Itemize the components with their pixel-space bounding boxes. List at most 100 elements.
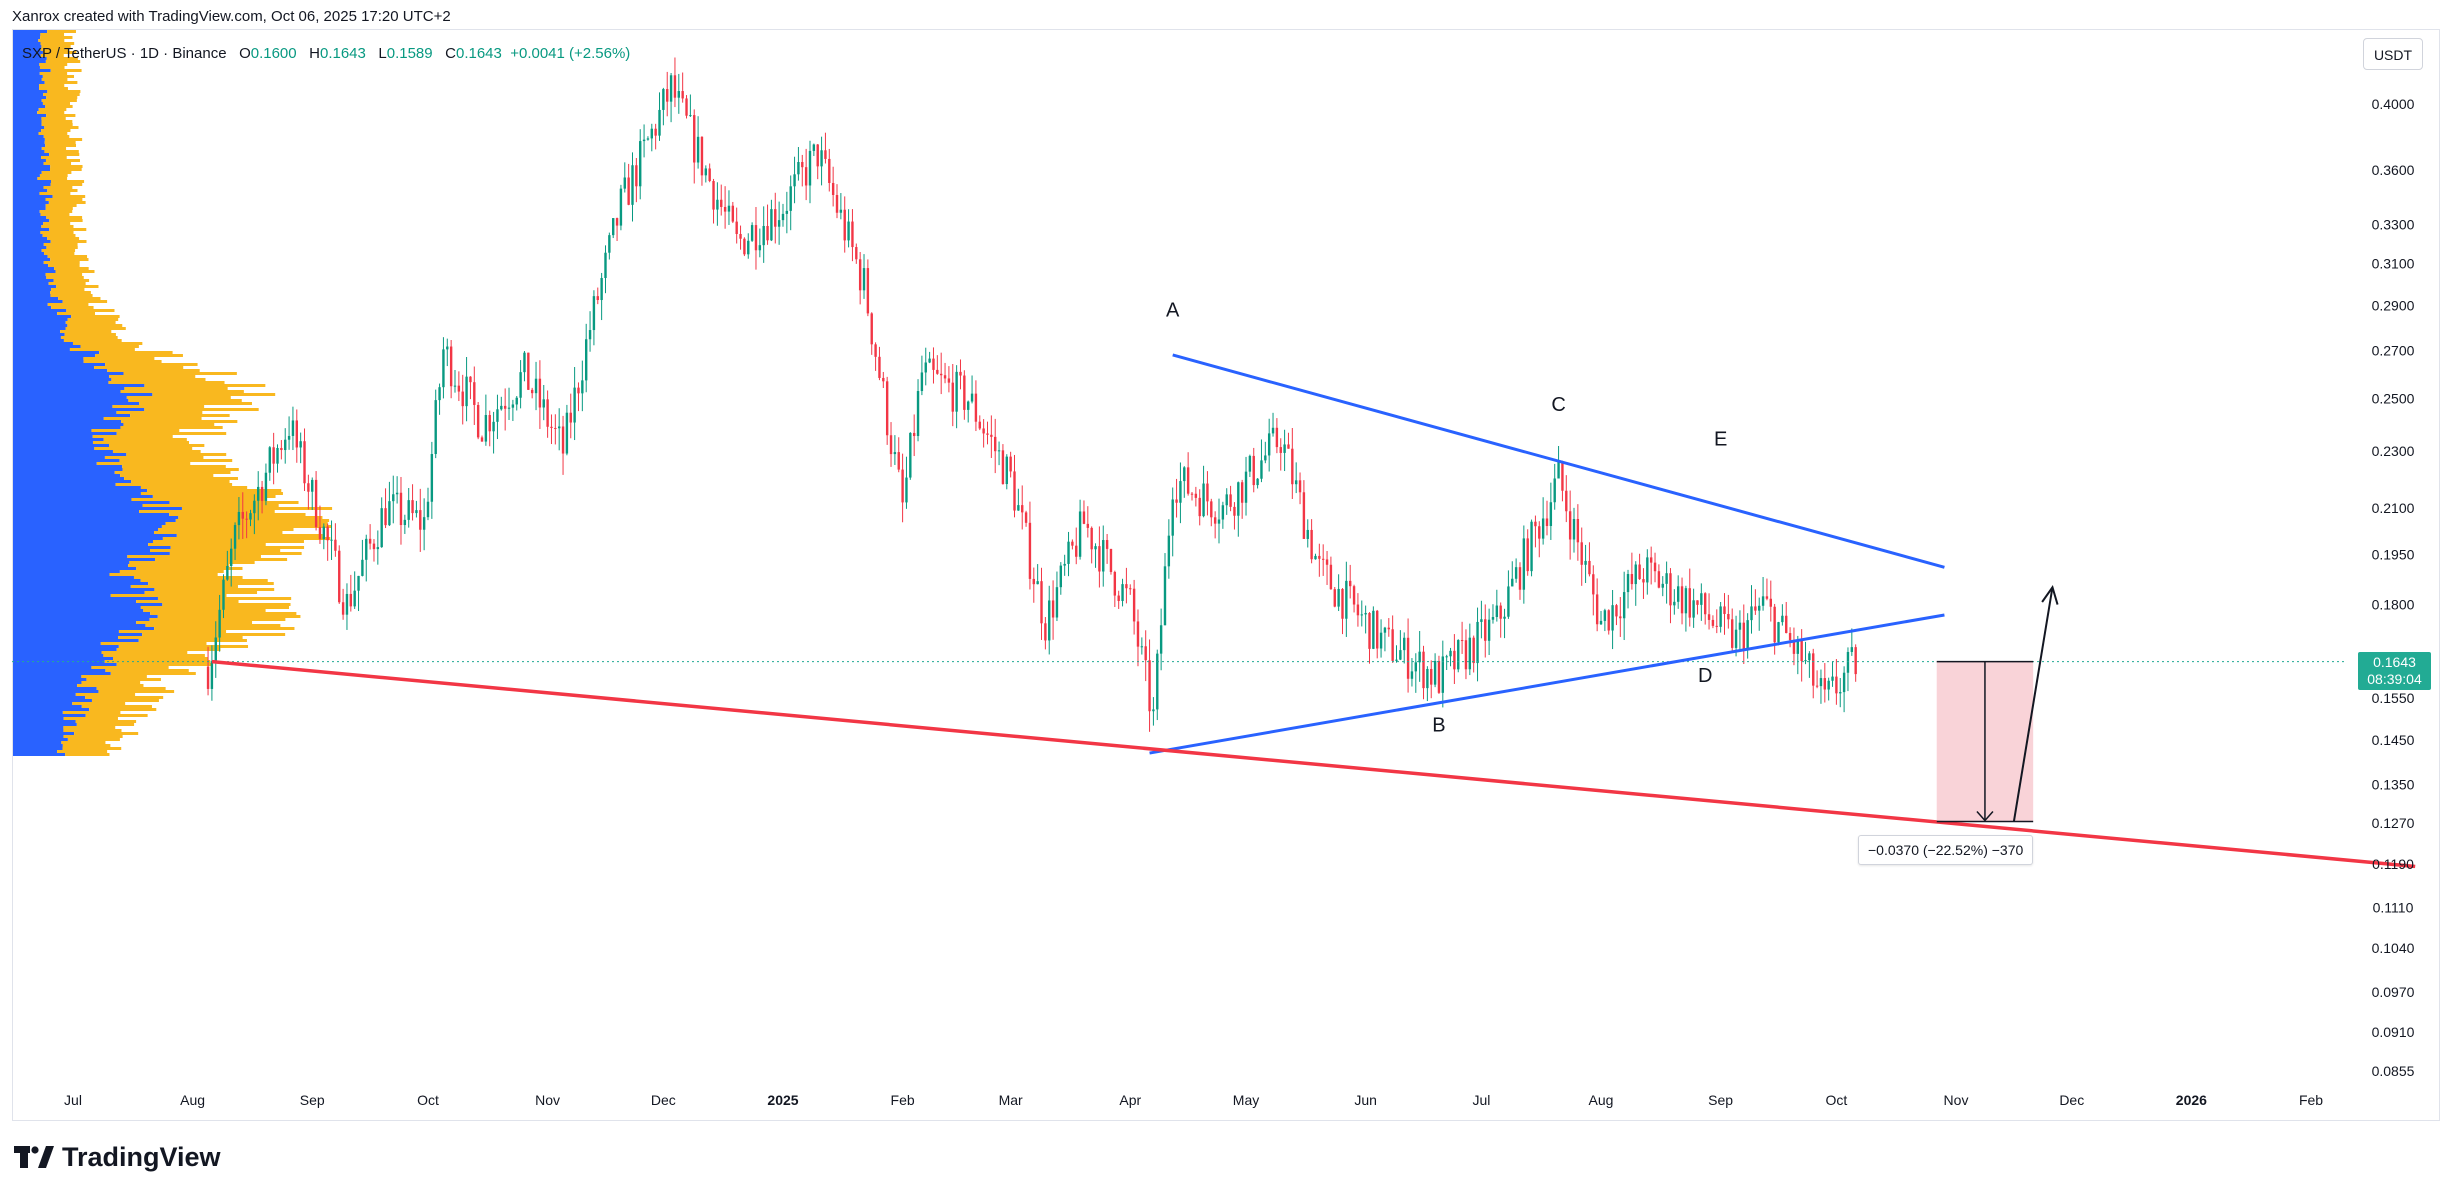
volume-bar-down [44,252,75,255]
symbol-name[interactable]: SXP / TetherUS · 1D · Binance [22,45,227,62]
projection-arrow-shaft[interactable] [2012,587,2054,822]
volume-bar-up [13,108,39,111]
candle-body [1545,518,1549,527]
candle-body [1692,600,1695,618]
candle-body [1437,660,1441,693]
price-tick-label: 0.1190 [2372,856,2414,872]
candle-body [1044,623,1047,641]
candle-body [1839,692,1842,694]
volume-bar-down [108,381,225,384]
volume-bar-down [126,453,227,456]
candle-body [1611,605,1614,631]
candle-body [1360,614,1363,616]
volume-bar-up [13,741,62,744]
time-tick-label: Aug [180,1092,205,1108]
volume-bar-up [13,651,102,654]
price-tick-label: 0.2100 [2372,500,2415,516]
volume-bar-down [108,444,205,447]
candle-body [1352,586,1356,605]
candle-body [909,432,912,478]
candle-body [1684,588,1688,614]
volume-bar-up [13,57,47,60]
volume-bar-down [40,54,64,57]
triangle-lower-line[interactable] [1149,613,1945,755]
candle-body [1588,560,1591,575]
volume-bar-up [13,507,182,510]
price-axis[interactable]: 0.4000 0.3600 0.3300 0.3100 0.2900 0.2700 0.25… [2372,96,2415,1079]
currency-button[interactable]: USDT [2363,38,2423,70]
support-line[interactable] [211,659,2416,869]
candle-body [1746,620,1749,650]
candle-body [720,199,723,207]
volume-bar-down [101,651,188,654]
candle-body [1140,646,1144,648]
volume-bar-down [51,288,85,291]
volume-bar-down [57,750,108,753]
volume-bar-down [44,126,79,129]
candle-body [1530,521,1533,572]
candle-body [990,434,993,437]
candle-body [1314,555,1317,560]
candle-body [311,479,314,492]
volume-bar-up [13,369,108,372]
volume-bar-up [13,381,109,384]
candle-body [1630,574,1634,585]
volume-bar-down [75,693,136,696]
candle-body [1179,481,1182,503]
volume-bar-up [13,510,140,513]
time-axis[interactable]: Jul Aug Sep Oct Nov Dec 2025 Feb Mar Apr May Jun Jul… [64,1092,2323,1108]
candle-body [747,240,750,255]
candle-body [994,436,997,452]
candle-body [1406,637,1410,679]
time-tick-label: Dec [2059,1092,2084,1108]
candle-body [878,356,881,378]
volume-bar-down [100,642,207,645]
volume-bar-up [13,681,82,684]
candle-body [1430,668,1433,685]
candle-body [1796,639,1800,654]
candle-body [874,344,877,357]
volume-bar-down [103,438,187,441]
volume-bar-up [13,330,61,333]
candle-body [735,221,738,234]
volume-bar-down [39,174,68,177]
volume-bar-down [41,249,76,252]
tradingview-logo[interactable]: TradingView [14,1139,221,1175]
measure-tool[interactable] [1936,585,2059,823]
candle-body [639,141,642,187]
candle-body [1086,523,1090,528]
open-label: O [239,45,251,62]
volume-bar-down [105,669,189,672]
chart-pane[interactable] [12,29,2440,1121]
measure-label: −0.0370 (−22.52%) −370 [1858,835,2034,865]
volume-bar-down [150,549,281,552]
candle-body [1719,606,1722,627]
volume-bar-up [13,630,119,633]
close-label: C [445,45,456,62]
volume-bar-up [13,654,104,657]
candle-body [1210,501,1213,518]
candle-body [797,161,800,175]
volume-bar-up [13,87,40,90]
candle-body [1680,586,1684,614]
volume-bar-down [60,330,112,333]
volume-bar-up [13,588,155,591]
volume-bar-up [13,729,64,732]
candle-body [785,210,789,214]
volume-bar-down [40,231,74,234]
volume-bar-down [154,558,288,561]
candle-body [318,527,322,540]
candle-body [1356,604,1360,616]
candle-body [685,98,688,116]
trend-lines[interactable] [12,353,2416,869]
candle-body [453,385,457,387]
volume-bar-down [154,588,275,591]
candle-body [978,421,981,429]
candle-body [1592,574,1595,595]
volume-bar-down [169,552,302,555]
volume-bar-up [13,390,121,393]
triangle-upper-line[interactable] [1172,353,1945,569]
volume-bar-down [136,600,239,603]
high-value: 0.1643 [319,45,366,62]
volume-bar-down [50,294,93,297]
